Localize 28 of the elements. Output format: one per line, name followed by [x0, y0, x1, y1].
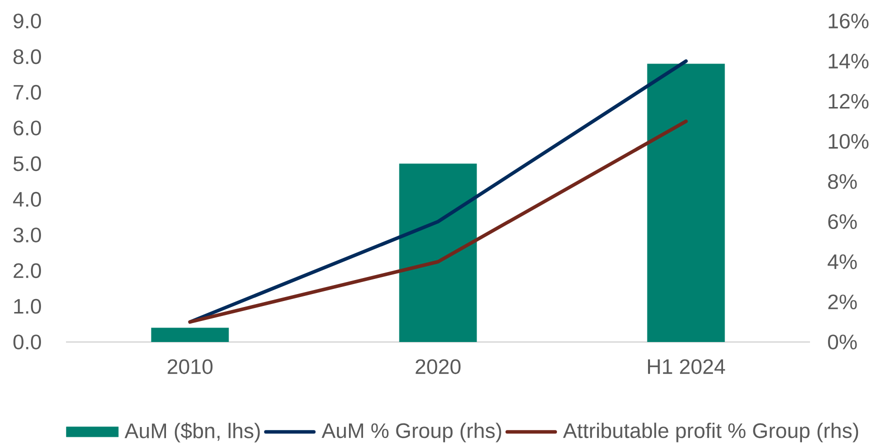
y-tick-label: 5.0	[13, 156, 41, 172]
y2-tick-label: 4%	[828, 254, 857, 270]
y-tick-label: 2.0	[14, 263, 41, 278]
bar	[399, 164, 477, 342]
y-tick-label: 1.0	[14, 298, 41, 314]
y-tick-label: 6.0	[14, 120, 41, 136]
y-tick-label: 3.0	[13, 228, 41, 242]
legend-label: Attributable profit % Group (rhs)	[563, 422, 858, 442]
y2-tick-label: 14%	[828, 54, 868, 68]
y-tick-label: 0.0	[13, 334, 41, 350]
x-tick-label: 2010	[168, 359, 213, 374]
y-tick-label: 4.0	[13, 192, 41, 207]
y-tick-label: 9.0	[14, 14, 41, 28]
y2-tick-label: 10%	[828, 134, 868, 149]
x-tick-label: H1 2024	[648, 359, 726, 374]
bar	[151, 328, 229, 342]
y-tick-label: 8.0	[14, 49, 41, 64]
y2-tick-label: 2%	[828, 294, 857, 310]
y2-tick-label: 0%	[828, 334, 857, 350]
legend-label: AuM % Group (rhs)	[322, 422, 502, 442]
bar	[647, 64, 725, 342]
y2-tick-label: 6%	[828, 214, 857, 230]
y2-tick-label: 8%	[828, 174, 857, 189]
legend-label: AuM ($bn, lhs)	[124, 422, 260, 442]
y2-tick-label: 12%	[828, 94, 868, 109]
y2-tick-label: 16%	[828, 14, 868, 28]
y-tick-label: 7.0	[14, 84, 41, 100]
x-tick-label: 2020	[416, 359, 461, 374]
